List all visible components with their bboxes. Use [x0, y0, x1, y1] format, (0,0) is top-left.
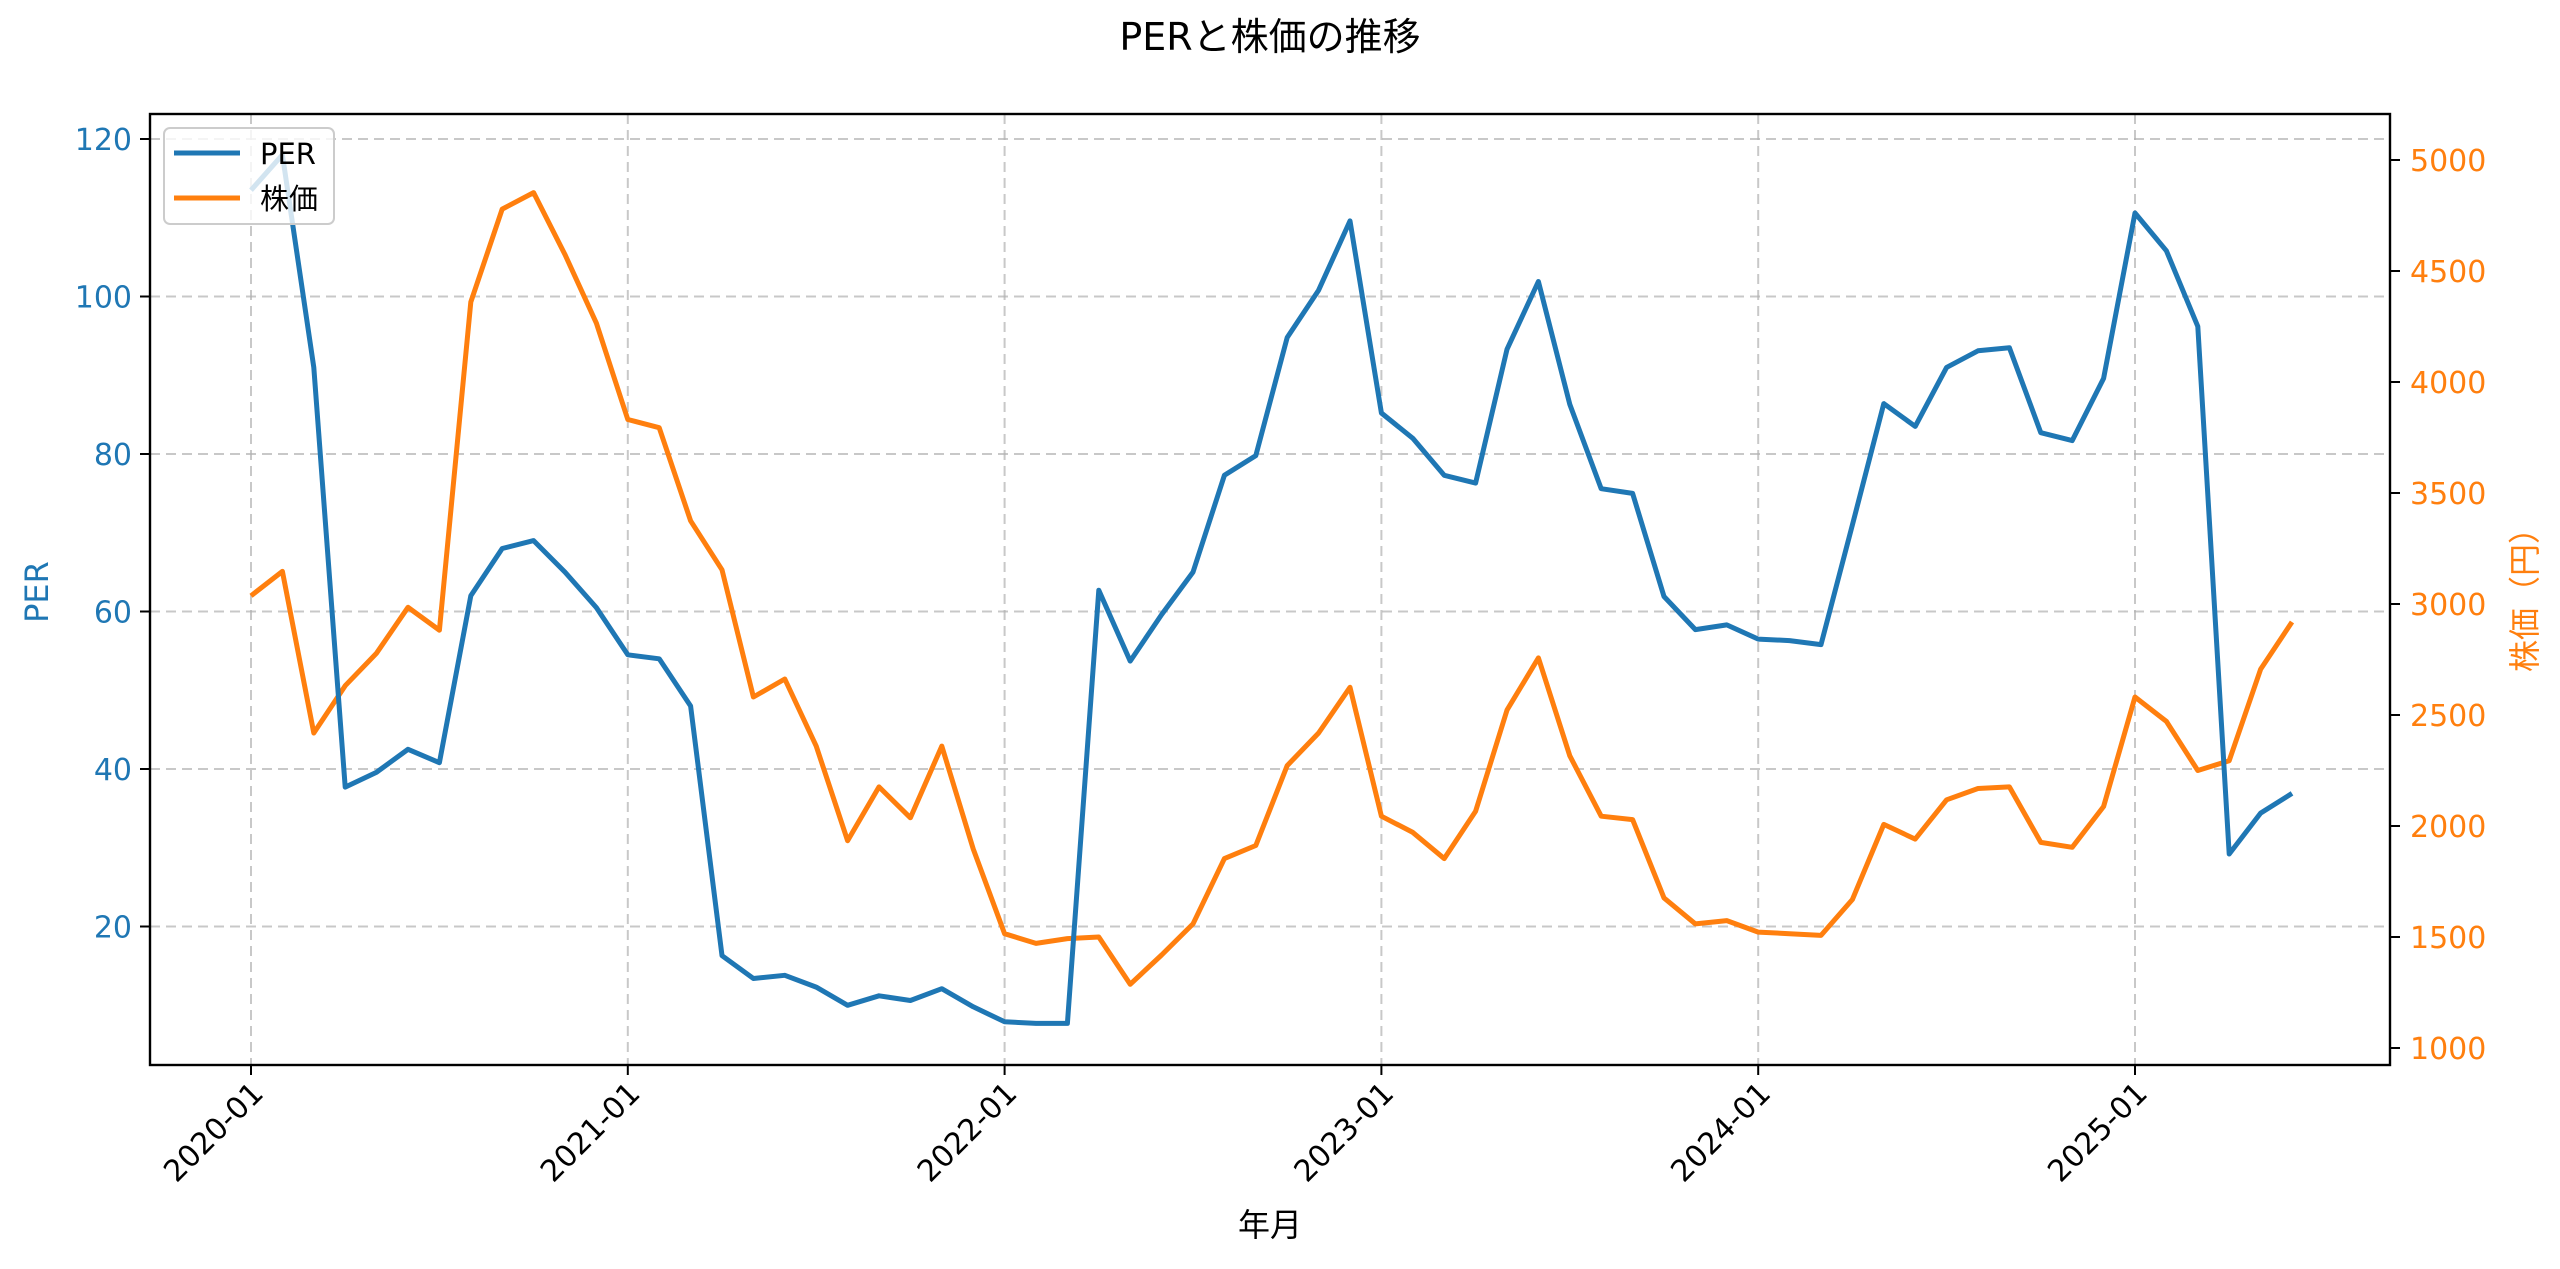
right-tick-label: 2000 [2410, 810, 2486, 845]
plot-frame [148, 112, 2392, 1067]
x-axis-title: 年月 [1238, 1206, 1302, 1244]
x-tick-label: 2023-01 [1288, 1076, 1401, 1189]
right-y-axis: 1000 1500 2000 2500 3000 3500 4000 4500 5000 [2390, 144, 2486, 1067]
x-tick-label: 2025-01 [2041, 1076, 2154, 1189]
right-tick-label: 4000 [2410, 366, 2486, 401]
left-y-axis: 20 40 60 80 100 120 [75, 123, 150, 946]
x-tick-label: 2021-01 [534, 1076, 647, 1189]
legend: PER 株価 [163, 127, 335, 225]
left-tick-label: 20 [94, 911, 132, 946]
chart-title: PERと株価の推移 [1119, 15, 1420, 59]
x-tick-label: 2024-01 [1664, 1076, 1777, 1189]
left-tick-label: 120 [75, 123, 132, 158]
grid-lines [150, 114, 2390, 1065]
x-axis: 2020-01 2021-01 2022-01 2023-01 2024-01 2025-… [157, 1065, 2155, 1189]
legend-label-per: PER [260, 137, 316, 171]
left-axis-title: PER [18, 561, 56, 623]
right-tick-label: 3000 [2410, 588, 2486, 623]
legend-label-price: 株価 [260, 182, 318, 216]
right-tick-label: 4500 [2410, 255, 2486, 290]
x-tick-label: 2022-01 [911, 1076, 1024, 1189]
left-tick-label: 60 [94, 596, 132, 631]
left-tick-label: 40 [94, 753, 132, 788]
right-tick-label: 1000 [2410, 1032, 2486, 1067]
right-tick-label: 1500 [2410, 921, 2486, 956]
x-tick-label: 2020-01 [157, 1076, 270, 1189]
price-line [249, 190, 2295, 987]
left-tick-label: 100 [75, 281, 132, 316]
left-tick-label: 80 [94, 438, 132, 473]
right-axis-title: 株価（円） [2506, 512, 2544, 672]
per-line [249, 152, 2294, 1026]
right-tick-label: 5000 [2410, 144, 2486, 179]
right-tick-label: 2500 [2410, 699, 2486, 734]
right-tick-label: 3500 [2410, 477, 2486, 512]
